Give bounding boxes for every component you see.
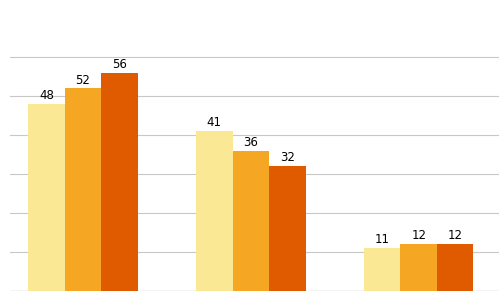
Bar (364, 248, 401, 291)
Legend: 2009, 2010, 2011: 2009, 2010, 2011 (11, 0, 174, 1)
Text: 41: 41 (207, 116, 222, 129)
Text: 11: 11 (375, 233, 390, 246)
Text: 12: 12 (448, 229, 463, 242)
Bar (196, 131, 233, 291)
Bar (437, 244, 474, 291)
Bar (28, 104, 65, 291)
Bar (233, 151, 269, 291)
Bar (101, 73, 138, 291)
Text: 36: 36 (244, 136, 258, 149)
Text: 56: 56 (112, 58, 127, 71)
Bar (401, 244, 437, 291)
Bar (65, 88, 101, 291)
Text: 12: 12 (411, 229, 426, 242)
Bar (269, 166, 305, 291)
Text: 48: 48 (39, 89, 54, 102)
Text: 32: 32 (280, 151, 295, 164)
Text: 52: 52 (75, 74, 90, 86)
